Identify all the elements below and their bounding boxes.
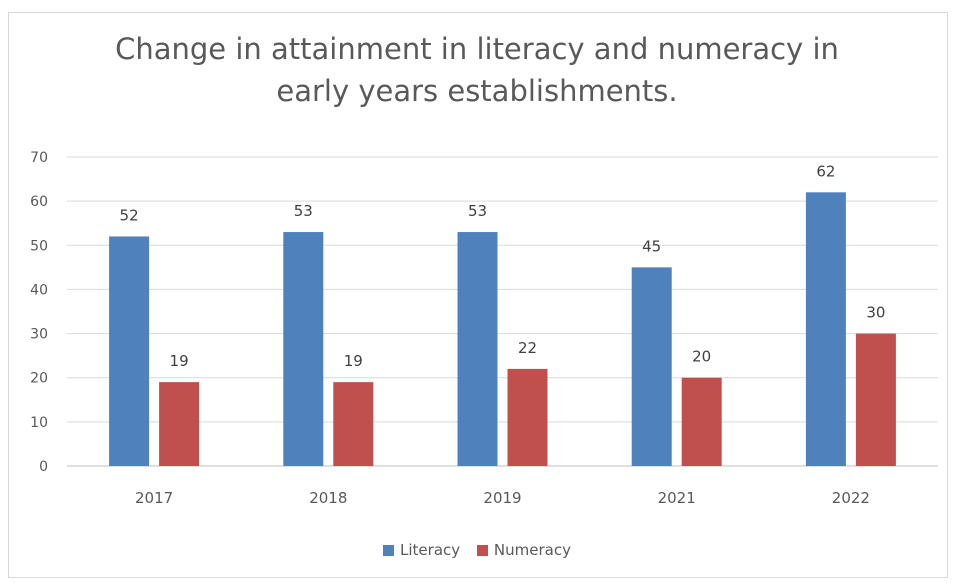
y-tick-label: 10 [30,415,48,431]
y-tick-label: 0 [39,459,48,475]
bar-numeracy-2019 [507,368,548,466]
bar-numeracy-2018 [333,382,374,466]
legend: Literacy Numeracy [0,541,954,560]
chart-title-line-2: early years establishments. [276,74,678,108]
data-label: 53 [294,202,313,220]
x-tick-label: 2022 [832,489,870,507]
data-label: 45 [642,237,661,255]
legend-swatch-numeracy [476,544,488,556]
data-label: 30 [866,304,885,322]
legend-label-numeracy: Numeracy [493,541,571,559]
bar-literacy-2018 [283,232,324,466]
legend-swatch-literacy [383,544,395,556]
y-tick-label: 70 [30,150,48,166]
data-label: 19 [344,352,363,370]
bar-literacy-2022 [805,192,846,467]
data-label: 53 [468,202,487,220]
y-tick-label: 40 [30,282,48,298]
legend-label-literacy: Literacy [400,541,461,559]
y-tick-label: 20 [30,371,48,387]
legend-item-literacy: Literacy [383,541,460,559]
data-label: 22 [518,339,537,357]
legend-item-numeracy: Numeracy [476,541,571,559]
bar-numeracy-2021 [681,377,722,466]
data-label: 62 [816,162,835,180]
x-tick-label: 2017 [135,489,173,507]
x-tick-label: 2018 [309,489,347,507]
y-tick-label: 30 [30,327,48,343]
x-tick-label: 2021 [658,489,696,507]
y-tick-label: 50 [30,238,48,254]
chart-title-line-1: Change in attainment in literacy and num… [115,32,839,66]
data-label: 52 [120,206,139,224]
y-tick-label: 60 [30,194,48,210]
data-label: 19 [170,352,189,370]
bar-numeracy-2017 [159,382,200,466]
data-label: 20 [692,348,711,366]
bar-literacy-2021 [631,267,672,466]
chart-title: Change in attainment in literacy and num… [0,28,954,112]
x-tick-label: 2019 [483,489,521,507]
bar-literacy-2019 [457,232,498,466]
bar-numeracy-2022 [855,333,896,466]
bar-literacy-2017 [109,236,150,466]
